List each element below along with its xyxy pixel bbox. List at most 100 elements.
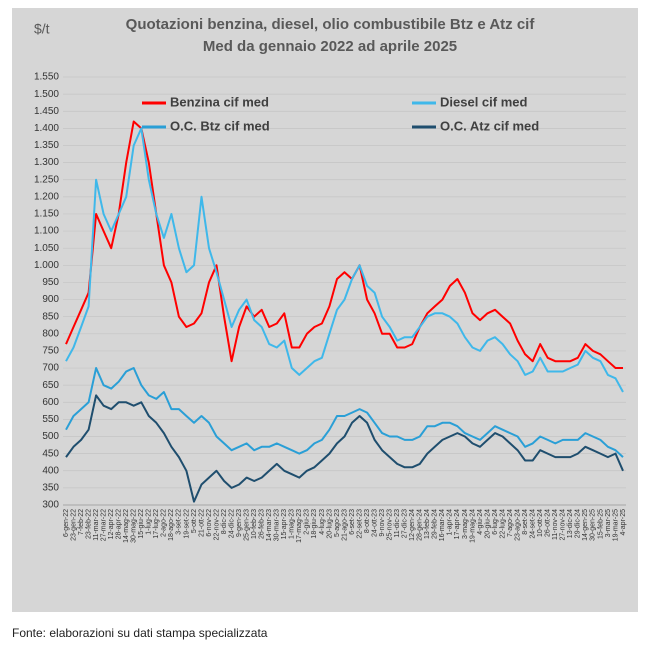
x-tick-label: 30-mag-22: [131, 509, 138, 543]
y-tick-label: 700: [42, 363, 59, 374]
x-tick-label: 7-feb-22: [78, 509, 85, 535]
x-tick-label: 13-dic-24: [567, 509, 574, 538]
x-tick-label: 13-feb-24: [424, 509, 431, 539]
x-tick-label: 28-gen-24: [417, 509, 424, 541]
legend-label: Benzina cif med: [170, 94, 269, 109]
x-tick-label: 7-ago-24: [507, 509, 514, 537]
x-tick-label: 12-apr-22: [108, 509, 115, 539]
x-tick-label: 17-lug-22: [153, 509, 160, 539]
x-tick-label: 27-mar-22: [100, 509, 107, 541]
y-tick-label: 800: [42, 328, 59, 339]
x-tick-label: 15-giu-22: [138, 509, 145, 539]
x-tick-label: 8-ott-23: [364, 509, 371, 533]
x-tick-label: 29-feb-24: [432, 509, 439, 539]
x-tick-label: 6-lug-24: [492, 509, 499, 535]
y-tick-label: 1.100: [34, 226, 59, 237]
x-tick-label: 14-mar-23: [266, 509, 273, 541]
x-tick-label: 21-ott-22: [198, 509, 205, 537]
x-tick-label: 20-giu-24: [484, 509, 491, 539]
x-tick-label: 6-set-23: [349, 509, 356, 535]
y-tick-label: 350: [42, 483, 59, 494]
x-tick-label: 2-giu-23: [304, 509, 311, 535]
y-tick-label: 1.550: [34, 72, 59, 83]
y-axis-label: $/t: [34, 21, 50, 37]
y-tick-label: 1.500: [34, 89, 59, 100]
x-tick-label: 3-mar-25: [605, 509, 612, 538]
x-tick-label: 17-mag-23: [296, 509, 303, 543]
x-tick-label: 23-gen-22: [70, 509, 77, 541]
x-tick-label: 29-dic-24: [575, 509, 582, 538]
series-line: [65, 367, 624, 458]
x-tick-label: 1-apr-24: [447, 509, 454, 536]
series-line: [65, 120, 623, 369]
x-tick-label: 6-nov-22: [206, 509, 213, 537]
x-tick-label: 30-mar-23: [274, 509, 281, 541]
y-tick-label: 1.150: [34, 209, 59, 220]
y-tick-label: 300: [42, 500, 59, 511]
y-tick-label: 850: [42, 311, 59, 322]
x-tick-label: 19-mar-25: [612, 509, 619, 541]
x-tick-label: 22-nov-22: [213, 509, 220, 541]
series-line: [65, 127, 624, 393]
x-tick-label: 26-ott-24: [545, 509, 552, 537]
chart-title: Med da gennaio 2022 ad aprile 2025: [203, 38, 457, 55]
x-tick-label: 4-lug-23: [319, 509, 326, 535]
x-tick-label: 17-apr-24: [454, 509, 461, 539]
y-tick-label: 450: [42, 448, 59, 459]
x-tick-label: 24-set-24: [530, 509, 537, 539]
x-tick-label: 9-gen-23: [236, 509, 243, 537]
x-tick-label: 26-feb-23: [259, 509, 266, 539]
x-tick-label: 8-set-24: [522, 509, 529, 535]
x-tick-label: 30-gen-25: [590, 509, 597, 541]
x-tick-label: 23-ago-24: [514, 509, 521, 541]
y-tick-label: 500: [42, 431, 59, 442]
y-tick-label: 550: [42, 414, 59, 425]
x-tick-label: 20-lug-23: [326, 509, 333, 539]
x-tick-label: 11-nov-24: [552, 509, 559, 540]
x-tick-label: 27-dic-23: [402, 509, 409, 538]
x-tick-label: 2-ago-22: [161, 509, 168, 537]
x-tick-label: 3-set-22: [176, 509, 183, 535]
legend-label: Diesel cif med: [440, 94, 527, 109]
x-tick-label: 15-apr-23: [281, 509, 288, 539]
y-tick-label: 1.350: [34, 140, 59, 151]
x-tick-label: 9-nov-23: [379, 509, 386, 537]
y-tick-label: 1.200: [34, 191, 59, 202]
x-tick-label: 4-giu-24: [477, 509, 484, 535]
x-tick-label: 11-mar-22: [93, 509, 100, 541]
y-tick-label: 750: [42, 346, 59, 357]
x-tick-label: 24-ott-23: [371, 509, 378, 537]
x-tick-label: 14-mag-22: [123, 509, 130, 543]
x-tick-label: 18-giu-23: [311, 509, 318, 539]
x-tick-label: 23-feb-22: [85, 509, 92, 539]
x-tick-label: 12-gen-24: [409, 509, 416, 541]
x-tick-label: 1-lug-22: [146, 509, 153, 535]
x-tick-label: 18-ago-22: [168, 509, 175, 541]
x-tick-label: 5-ago-23: [334, 509, 341, 537]
y-tick-label: 900: [42, 294, 59, 305]
x-tick-label: 24-dic-22: [228, 509, 235, 538]
chart-title: Quotazioni benzina, diesel, olio combust…: [126, 16, 536, 33]
x-tick-label: 14-gen-25: [582, 509, 589, 541]
x-tick-label: 10-feb-23: [251, 509, 258, 539]
x-tick-label: 10-ott-24: [537, 509, 544, 537]
x-tick-label: 21-ago-23: [341, 509, 348, 541]
x-tick-label: 6-gen-22: [63, 509, 70, 537]
x-tick-label: 25-gen-23: [243, 509, 250, 541]
x-tick-label: 11-dic-23: [394, 509, 401, 538]
x-tick-label: 19-mag-24: [469, 509, 476, 543]
x-tick-label: 22-set-23: [356, 509, 363, 539]
y-tick-label: 400: [42, 465, 59, 476]
legend-label: O.C. Btz cif med: [170, 118, 270, 133]
x-tick-label: 22-lug-24: [499, 509, 506, 539]
source-note: Fonte: elaborazioni su dati stampa speci…: [12, 626, 268, 640]
x-tick-label: 28-apr-22: [116, 509, 123, 539]
series-line: [65, 394, 624, 503]
x-tick-label: 27-nov-24: [560, 509, 567, 541]
x-tick-label: 19-set-22: [183, 509, 190, 539]
x-tick-label: 1-mag-23: [289, 509, 296, 539]
y-tick-label: 950: [42, 277, 59, 288]
chart-panel: [12, 8, 638, 612]
x-tick-label: 8-dic-22: [221, 509, 228, 534]
